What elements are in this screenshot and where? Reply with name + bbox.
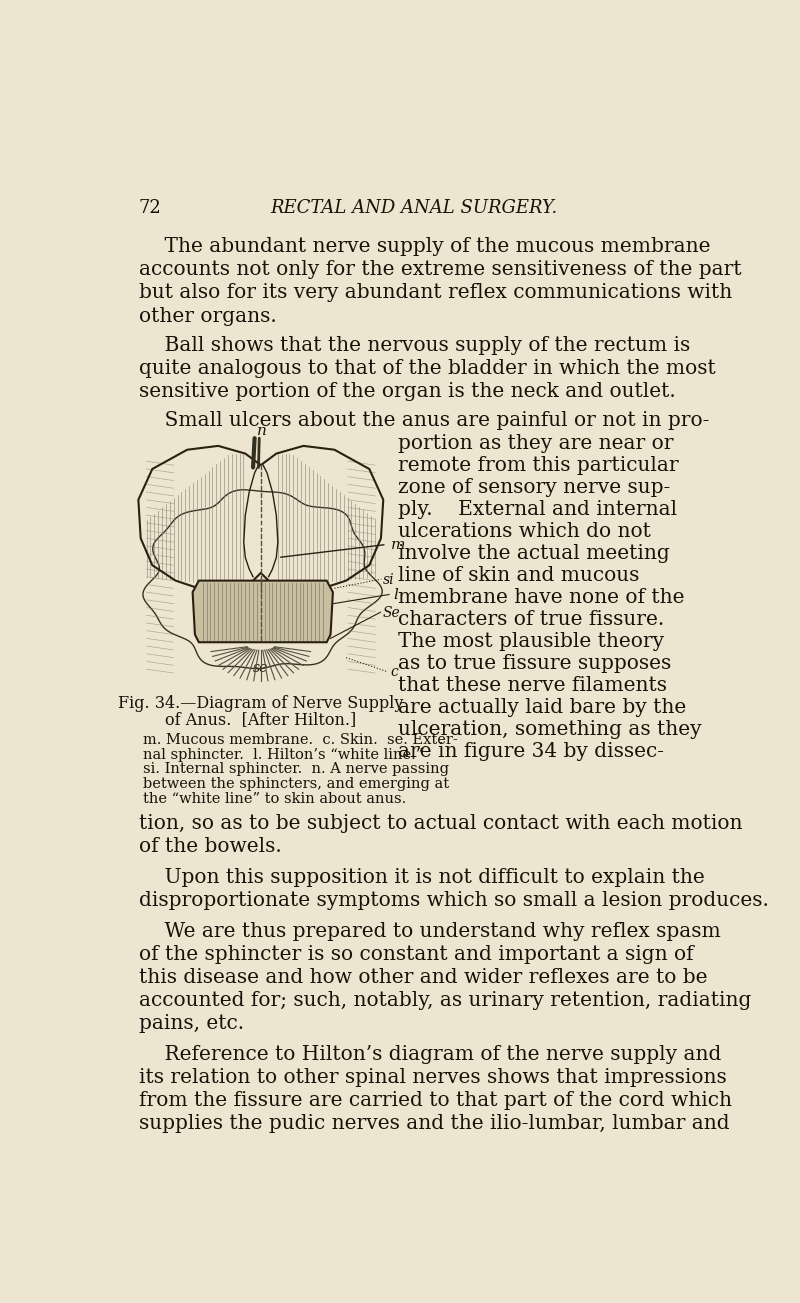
Text: from the fissure are carried to that part of the cord which: from the fissure are carried to that par…	[138, 1091, 732, 1110]
Text: its relation to other spinal nerves shows that impressions: its relation to other spinal nerves show…	[138, 1068, 726, 1087]
Text: si: si	[383, 573, 394, 586]
Text: characters of true fissure.: characters of true fissure.	[398, 610, 665, 629]
Polygon shape	[193, 581, 333, 642]
Text: si: si	[253, 606, 266, 619]
Text: that these nerve filaments: that these nerve filaments	[398, 676, 667, 694]
Text: sensitive portion of the organ is the neck and outlet.: sensitive portion of the organ is the ne…	[138, 382, 675, 401]
Text: c: c	[390, 666, 398, 679]
Text: are actually laid bare by the: are actually laid bare by the	[398, 697, 686, 717]
Text: accounted for; such, notably, as urinary retention, radiating: accounted for; such, notably, as urinary…	[138, 992, 751, 1010]
Text: quite analogous to that of the bladder in which the most: quite analogous to that of the bladder i…	[138, 358, 715, 378]
Text: RECTAL AND ANAL SURGERY.: RECTAL AND ANAL SURGERY.	[270, 199, 558, 216]
Text: Reference to Hilton’s diagram of the nerve supply and: Reference to Hilton’s diagram of the ner…	[138, 1045, 721, 1065]
Text: Small ulcers about the anus are painful or not in pro-: Small ulcers about the anus are painful …	[138, 412, 709, 430]
Text: Se: Se	[383, 606, 401, 620]
Text: accounts not only for the extreme sensitiveness of the part: accounts not only for the extreme sensit…	[138, 261, 742, 279]
Text: this disease and how other and wider reflexes are to be: this disease and how other and wider ref…	[138, 968, 707, 986]
Text: of Anus.  [After Hilton.]: of Anus. [After Hilton.]	[165, 711, 357, 728]
Text: m. Mucous membrane.  c. Skin.  se. Exter-: m. Mucous membrane. c. Skin. se. Exter-	[142, 734, 458, 747]
Text: ply.    External and internal: ply. External and internal	[398, 500, 678, 519]
Text: nal sphincter.  l. Hilton’s “white line.”: nal sphincter. l. Hilton’s “white line.”	[142, 748, 423, 762]
Text: n: n	[257, 425, 267, 438]
Text: between the sphincters, and emerging at: between the sphincters, and emerging at	[142, 777, 449, 791]
Text: are in figure 34 by dissec-: are in figure 34 by dissec-	[398, 741, 664, 761]
Text: as to true fissure supposes: as to true fissure supposes	[398, 654, 672, 672]
Text: m: m	[390, 538, 405, 552]
Text: supplies the pudic nerves and the ilio-lumbar, lumbar and: supplies the pudic nerves and the ilio-l…	[138, 1114, 730, 1134]
Text: disproportionate symptoms which so small a lesion produces.: disproportionate symptoms which so small…	[138, 891, 769, 909]
Text: involve the actual meeting: involve the actual meeting	[398, 545, 670, 563]
Text: si. Internal sphincter.  n. A nerve passing: si. Internal sphincter. n. A nerve passi…	[142, 762, 449, 777]
Text: of the bowels.: of the bowels.	[138, 837, 282, 856]
Text: 72: 72	[138, 199, 162, 216]
Text: other organs.: other organs.	[138, 306, 277, 326]
Text: Fig. 34.—Diagram of Nerve Supply: Fig. 34.—Diagram of Nerve Supply	[118, 694, 403, 711]
Text: the “white line” to skin about anus.: the “white line” to skin about anus.	[142, 792, 406, 805]
Text: ulceration, something as they: ulceration, something as they	[398, 719, 702, 739]
Text: but also for its very abundant reflex communications with: but also for its very abundant reflex co…	[138, 284, 732, 302]
Text: ulcerations which do not: ulcerations which do not	[398, 523, 651, 541]
Text: zone of sensory nerve sup-: zone of sensory nerve sup-	[398, 478, 670, 498]
Text: line of skin and mucous: line of skin and mucous	[398, 566, 640, 585]
Text: We are thus prepared to understand why reflex spasm: We are thus prepared to understand why r…	[138, 921, 721, 941]
Text: of the sphincter is so constant and important a sign of: of the sphincter is so constant and impo…	[138, 945, 694, 964]
Text: Upon this supposition it is not difficult to explain the: Upon this supposition it is not difficul…	[138, 868, 705, 887]
Text: portion as they are near or: portion as they are near or	[398, 434, 674, 453]
Text: l: l	[393, 589, 398, 602]
Text: The abundant nerve supply of the mucous membrane: The abundant nerve supply of the mucous …	[138, 237, 710, 257]
Text: The most plausible theory: The most plausible theory	[398, 632, 665, 650]
Text: pains, etc.: pains, etc.	[138, 1014, 244, 1033]
Text: se: se	[253, 662, 269, 675]
Text: Ball shows that the nervous supply of the rectum is: Ball shows that the nervous supply of th…	[138, 336, 690, 354]
Text: remote from this particular: remote from this particular	[398, 456, 679, 476]
Text: tion, so as to be subject to actual contact with each motion: tion, so as to be subject to actual cont…	[138, 814, 742, 833]
Text: membrane have none of the: membrane have none of the	[398, 588, 685, 607]
